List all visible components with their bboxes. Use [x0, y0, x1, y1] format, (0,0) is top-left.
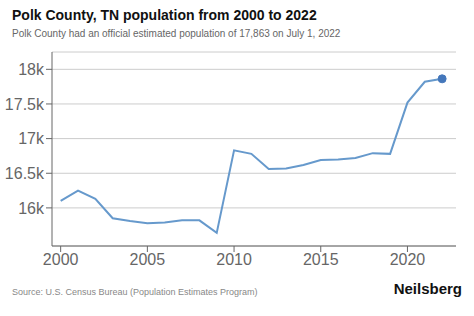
- svg-text:16.5k: 16.5k: [5, 165, 45, 182]
- svg-text:2005: 2005: [130, 251, 166, 268]
- svg-text:18k: 18k: [18, 61, 45, 78]
- svg-text:17k: 17k: [18, 130, 45, 147]
- html-text:Polk County, TN population fro: Polk County, TN population from 2000 to …: [12, 7, 317, 23]
- html-text:Neilsberg: Neilsberg: [393, 280, 462, 297]
- html-text:Source: U.S. Census Bureau (Po: Source: U.S. Census Bureau (Population E…: [12, 287, 258, 297]
- svg-text:2015: 2015: [303, 251, 339, 268]
- svg-text:2000: 2000: [43, 251, 79, 268]
- svg-text:16k: 16k: [18, 200, 45, 217]
- html-text:Polk County had an official es: Polk County had an official estimated po…: [12, 28, 341, 39]
- svg-text:2010: 2010: [216, 251, 252, 268]
- svg-text:17.5k: 17.5k: [5, 96, 45, 113]
- svg-text:2020: 2020: [390, 251, 426, 268]
